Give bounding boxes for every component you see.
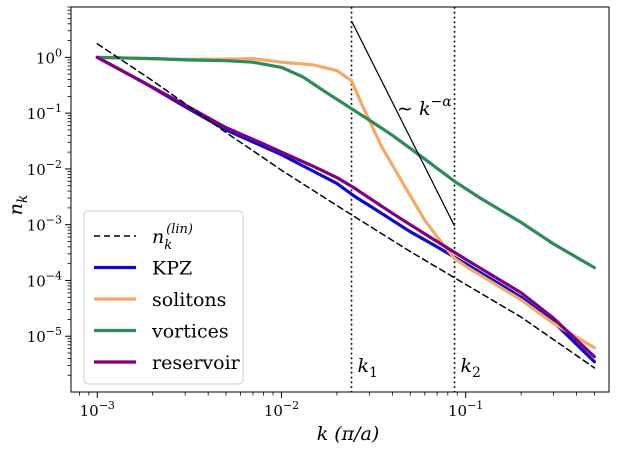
legend: nk(lin) KPZ solitons vortices reservoir [83,210,244,385]
series-line-vortices [95,55,596,270]
legend-label: nk(lin) [152,222,193,253]
vertical-reference-lines [350,7,456,392]
y-tick-label: 10−4 [27,269,62,290]
series-line-KPZ [95,55,596,364]
x-tick-label: 10−2 [264,399,299,420]
x-axis-ticks: 10−3 10−2 10−1 [80,392,483,420]
legend-label: reservoir [152,352,241,374]
power-law-guide-line [350,20,456,227]
power-law-annotation: ∼ k−α [350,20,456,227]
y-tick-label: 10−3 [27,214,62,235]
y-tick-label: 10−2 [27,158,62,179]
plot-frame [70,6,610,393]
minor-ticks [67,6,595,396]
vertical-line-labels: k1 k2 [358,355,481,381]
legend-box [83,210,244,385]
legend-label: solitons [152,289,226,311]
power-law-label: ∼ k−α [397,94,452,120]
x-axis-label: k (π/a) [317,423,380,445]
y-axis-ticks: 100 10−1 10−2 10−3 10−4 10−5 [27,46,71,346]
series-line-n-k-lin [96,43,596,369]
series-line-solitons [95,55,596,350]
y-tick-label: 10−5 [27,325,62,346]
y-tick-label: 100 [36,46,62,67]
x-tick-label: 10−3 [80,399,115,420]
series-line-reservoir [95,55,596,359]
vertical-line-label-k1: k1 [358,355,378,381]
y-axis-label: nk [5,195,31,216]
x-tick-label: 10−1 [448,399,483,420]
vertical-line-label-k2: k2 [461,355,481,381]
legend-label: KPZ [152,258,192,280]
legend-label: vortices [151,321,229,343]
series-lines [95,43,596,369]
y-tick-label: 10−1 [27,102,62,123]
